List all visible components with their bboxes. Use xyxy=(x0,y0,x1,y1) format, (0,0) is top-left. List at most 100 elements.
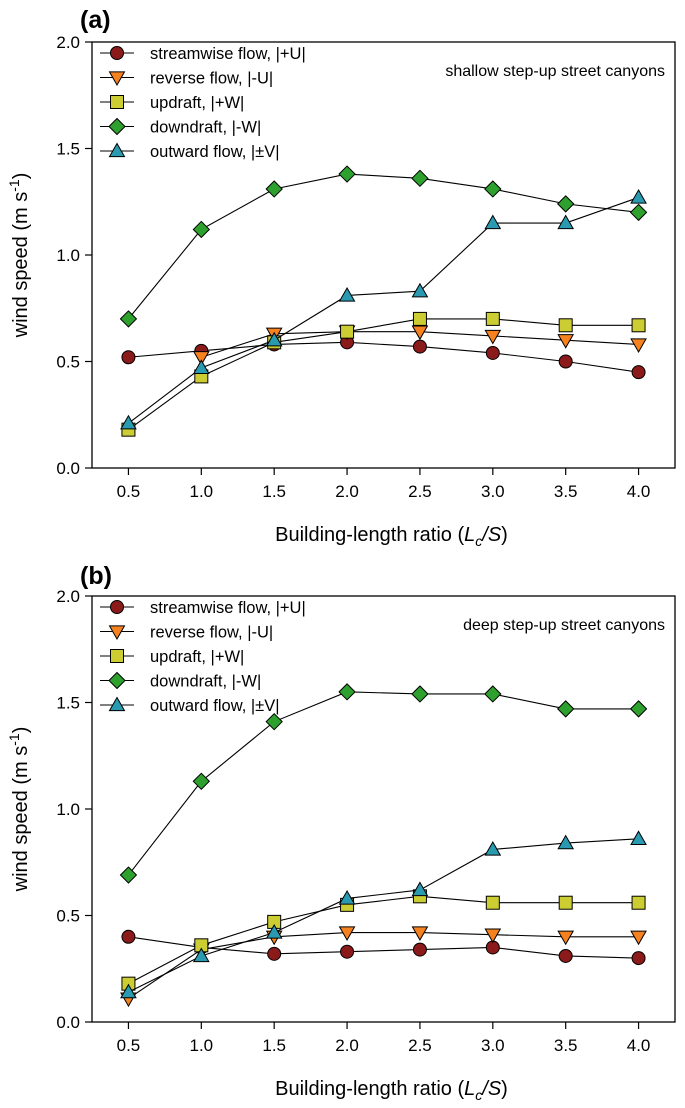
x-axis-label-part: c xyxy=(475,1087,482,1103)
y-axis-label-part: wind speed (m s xyxy=(10,192,32,339)
x-tick-label: 0.5 xyxy=(117,1036,141,1055)
data-point xyxy=(338,165,356,183)
series-line xyxy=(128,318,639,431)
x-tick-label: 3.5 xyxy=(554,1036,578,1055)
data-point xyxy=(338,683,356,701)
y-tick-label: 2.0 xyxy=(56,587,80,606)
legend-marker xyxy=(110,95,124,109)
y-tick-label: 1.5 xyxy=(56,694,80,713)
data-point xyxy=(120,414,137,430)
series-square xyxy=(121,311,646,437)
y-tick-label: 0.0 xyxy=(56,1013,80,1032)
x-tick-label: 2.5 xyxy=(408,1036,432,1055)
legend-label: downdraft, |-W| xyxy=(150,673,261,691)
data-point xyxy=(265,712,283,731)
data-point xyxy=(265,331,283,347)
legend: streamwise flow, |+U| reverse flow, |-U| u… xyxy=(100,45,306,161)
data-point xyxy=(557,930,575,946)
panel-label: (a) xyxy=(80,6,111,34)
y-tick-label: 0.5 xyxy=(56,907,80,926)
data-point xyxy=(412,311,427,326)
data-point xyxy=(558,895,573,910)
data-point xyxy=(484,180,502,198)
series-diamond xyxy=(119,683,648,884)
x-tick-label: 3.5 xyxy=(554,482,578,501)
data-point xyxy=(556,195,575,213)
data-point xyxy=(485,895,500,910)
series-line xyxy=(128,691,639,876)
x-tick-label: 2.0 xyxy=(335,1036,359,1055)
data-point xyxy=(192,359,210,375)
legend-label: streamwise flow, |+U| xyxy=(150,45,306,63)
chart-annotation: shallow step-up street canyons xyxy=(445,63,665,80)
data-point xyxy=(630,188,647,204)
x-axis-label-part: L xyxy=(464,524,475,546)
data-point xyxy=(557,214,575,230)
data-point xyxy=(121,350,136,365)
y-axis-label-part: ) xyxy=(10,173,32,180)
x-axis-label-part: /S xyxy=(480,524,502,546)
legend-marker xyxy=(110,649,124,663)
y-axis-label-part: -1 xyxy=(6,179,22,192)
data-point xyxy=(192,351,210,366)
data-point xyxy=(265,924,283,939)
data-point xyxy=(557,334,575,349)
x-tick-label: 1.0 xyxy=(189,1036,213,1055)
y-tick-label: 2.0 xyxy=(56,33,80,52)
data-point xyxy=(484,840,502,856)
data-point xyxy=(485,311,500,326)
series-triangle-up xyxy=(120,188,647,430)
y-tick-label: 1.5 xyxy=(56,140,80,159)
data-point xyxy=(557,834,575,850)
chart-panel-a: (a) 0.0 0.5 1.0 1.5 2.0 0.5 1.0 1.5 2.0 2.5 3.0 3.5 4… xyxy=(6,6,676,549)
y-axis-label-part: wind speed (m s xyxy=(10,746,32,893)
data-point xyxy=(558,318,573,333)
x-axis-label-part: c xyxy=(475,533,482,549)
data-point xyxy=(484,685,502,703)
data-point xyxy=(631,951,646,966)
x-tick-label: 1.5 xyxy=(262,1036,286,1055)
y-axis-label: wind speed (m s-1) xyxy=(6,727,32,893)
x-axis-label-part: Building-length ratio ( xyxy=(275,1078,464,1100)
y-axis-label: wind speed (m s-1) xyxy=(6,173,32,339)
legend-label: downdraft, |-W| xyxy=(150,119,261,137)
data-point xyxy=(631,365,646,380)
legend-marker xyxy=(108,142,126,158)
x-axis-label: Building-length ratio (Lc/S) xyxy=(275,1078,508,1103)
data-point xyxy=(119,866,138,884)
y-axis-label-part: -1 xyxy=(6,733,22,746)
legend-label: outward flow, |±V| xyxy=(150,697,280,715)
data-point xyxy=(484,214,502,230)
data-point xyxy=(412,942,427,957)
data-point xyxy=(631,895,646,910)
data-point xyxy=(119,310,138,328)
x-tick-label: 0.5 xyxy=(117,482,141,501)
x-axis-label-part: Building-length ratio ( xyxy=(275,524,464,546)
series-diamond xyxy=(119,165,648,328)
x-tick-label: 1.5 xyxy=(262,482,286,501)
y-axis-label-part: ) xyxy=(10,727,32,734)
x-tick-label: 1.0 xyxy=(189,482,213,501)
series-triangle-up xyxy=(120,830,647,999)
legend: streamwise flow, |+U| reverse flow, |-U| u… xyxy=(100,599,306,715)
legend-label: reverse flow, |-U| xyxy=(150,624,273,642)
data-point xyxy=(484,329,502,345)
data-point xyxy=(120,983,137,999)
x-tick-label: 4.0 xyxy=(627,482,651,501)
legend-marker xyxy=(110,46,124,60)
y-tick-label: 0.5 xyxy=(56,353,80,372)
x-tick-label: 2.0 xyxy=(335,482,359,501)
data-point xyxy=(411,282,429,298)
data-point xyxy=(631,318,646,333)
legend-label: outward flow, |±V| xyxy=(150,143,280,161)
data-point xyxy=(340,944,355,959)
series-line xyxy=(128,838,639,993)
y-tick-label: 1.0 xyxy=(56,800,80,819)
data-point xyxy=(411,881,429,897)
x-tick-label: 3.0 xyxy=(481,1036,505,1055)
legend-marker xyxy=(108,625,126,641)
data-point xyxy=(338,286,356,302)
series-line xyxy=(128,196,639,424)
